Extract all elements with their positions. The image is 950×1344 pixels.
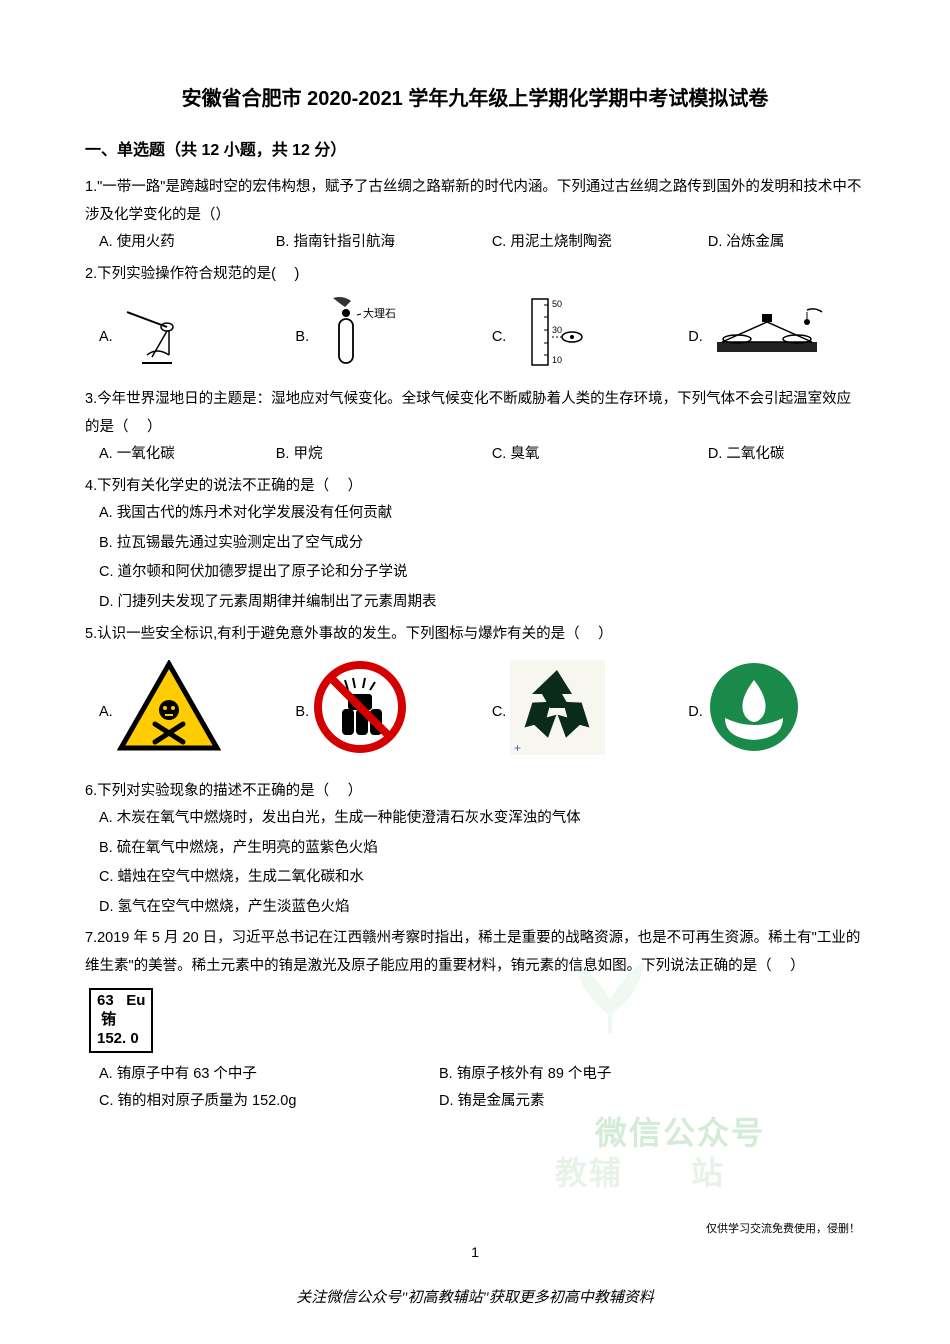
q7-options-row1: A. 铕原子中有 63 个中子 B. 铕原子核外有 89 个电子 (85, 1061, 865, 1089)
svg-text:30: 30 (552, 325, 562, 335)
svg-text:10: 10 (552, 355, 562, 365)
q2-option-c-label: C. (492, 324, 507, 352)
q6-option-d: D. 氢气在空气中燃烧，产生淡蓝色火焰 (99, 894, 865, 922)
q4-options: A. 我国古代的炼丹术对化学发展没有任何贡献 B. 拉瓦锡最先通过实验测定出了空… (85, 500, 865, 616)
q3-option-d: D. 二氧化碳 (708, 441, 865, 469)
q2-image-d (707, 302, 827, 373)
atomic-number: 63 (97, 992, 114, 1009)
svg-text:50: 50 (552, 299, 562, 309)
q7-option-c: C. 铕的相对原子质量为 152.0g (99, 1088, 439, 1116)
q5-water-icon (707, 660, 802, 766)
q3-option-b: B. 甲烷 (276, 441, 492, 469)
q6-option-c: C. 蜡烛在空气中燃烧，生成二氧化碳和水 (99, 864, 865, 892)
q5-no-fireworks-icon (313, 660, 408, 766)
svg-text:+: + (514, 741, 521, 755)
q3-stem: 3.今年世界湿地日的主题是：湿地应对气候变化。全球气候变化不断威胁着人类的生存环… (85, 386, 865, 441)
question-6: 6.下列对实验现象的描述不正确的是（ ） A. 木炭在氧气中燃烧时，发出白光，生… (85, 778, 865, 922)
q2-image-a (117, 297, 197, 378)
q1-options: A. 使用火药 B. 指南针指引航海 C. 用泥土烧制陶瓷 D. 冶炼金属 (85, 229, 865, 257)
q2-option-d-label: D. (688, 324, 703, 352)
q7-option-b: B. 铕原子核外有 89 个电子 (439, 1061, 779, 1089)
element-symbol: Eu (126, 992, 145, 1009)
question-3: 3.今年世界湿地日的主题是：湿地应对气候变化。全球气候变化不断威胁着人类的生存环… (85, 386, 865, 469)
q6-option-a: A. 木炭在氧气中燃烧时，发出白光，生成一种能使澄清石灰水变浑浊的气体 (99, 805, 865, 833)
question-1: 1."一带一路"是跨越时空的宏伟构想，赋予了古丝绸之路崭新的时代内涵。下列通过古… (85, 174, 865, 257)
q3-option-a: A. 一氧化碳 (99, 441, 276, 469)
atomic-mass: 152. 0 (97, 1030, 139, 1047)
q4-option-d: D. 门捷列夫发现了元素周期律并编制出了元素周期表 (99, 589, 865, 617)
q3-option-c: C. 臭氧 (492, 441, 708, 469)
q1-option-c: C. 用泥土烧制陶瓷 (492, 229, 708, 257)
q5-toxic-icon (117, 660, 222, 766)
q2-stem: 2.下列实验操作符合规范的是( ) (85, 261, 865, 289)
q2-options: A. B. 大理石 (85, 295, 865, 381)
question-4: 4.下列有关化学史的说法不正确的是（ ） A. 我国古代的炼丹术对化学发展没有任… (85, 473, 865, 617)
element-name: 铕 (101, 1011, 116, 1028)
q5-option-c-label: C. (492, 699, 507, 727)
section-heading: 一、单选题（共 12 小题，共 12 分） (85, 136, 865, 166)
q4-option-b: B. 拉瓦锡最先通过实验测定出了空气成分 (99, 530, 865, 558)
q5-option-d-label: D. (688, 699, 703, 727)
q5-option-b-label: B. (295, 699, 309, 727)
q7-stem: 7.2019 年 5 月 20 日，习近平总书记在江西赣州考察时指出，稀土是重要… (85, 925, 865, 980)
q5-options: A. B. (85, 660, 865, 766)
q1-option-d: D. 冶炼金属 (708, 229, 865, 257)
q6-options: A. 木炭在氧气中燃烧时，发出白光，生成一种能使澄清石灰水变浑浊的气体 B. 硫… (85, 805, 865, 921)
q7-options-row2: C. 铕的相对原子质量为 152.0g D. 铕是金属元素 (85, 1088, 865, 1116)
footer-text: 关注微信公众号"初高教辅站"获取更多初高中教辅资料 (296, 1284, 654, 1313)
q5-stem: 5.认识一些安全标识,有利于避免意外事故的发生。下列图标与爆炸有关的是（ ） (85, 621, 865, 649)
q2-option-b-label: B. (295, 324, 309, 352)
q7-option-d: D. 铕是金属元素 (439, 1088, 779, 1116)
q2-image-b: 大理石 (313, 295, 413, 381)
q4-option-a: A. 我国古代的炼丹术对化学发展没有任何贡献 (99, 500, 865, 528)
q6-stem: 6.下列对实验现象的描述不正确的是（ ） (85, 778, 865, 806)
q4-option-c: C. 道尔顿和阿伏加德罗提出了原子论和分子学说 (99, 559, 865, 587)
svg-text:大理石: 大理石 (363, 306, 396, 320)
exam-title: 安徽省合肥市 2020-2021 学年九年级上学期化学期中考试模拟试卷 (85, 80, 865, 118)
q6-option-b: B. 硫在氧气中燃烧，产生明亮的蓝紫色火焰 (99, 835, 865, 863)
q2-image-c: 50 30 10 (510, 295, 600, 381)
q7-option-a: A. 铕原子中有 63 个中子 (99, 1061, 439, 1089)
element-info-box: 63 Eu 铕 152. 0 (89, 988, 153, 1052)
page-number: 1 (471, 1239, 479, 1266)
q1-option-a: A. 使用火药 (99, 229, 276, 257)
q1-stem: 1."一带一路"是跨越时空的宏伟构想，赋予了古丝绸之路崭新的时代内涵。下列通过古… (85, 174, 865, 229)
q4-stem: 4.下列有关化学史的说法不正确的是（ ） (85, 473, 865, 501)
question-2: 2.下列实验操作符合规范的是( ) A. B. (85, 261, 865, 380)
q5-recycle-icon: + (510, 660, 605, 766)
question-5: 5.认识一些安全标识,有利于避免意外事故的发生。下列图标与爆炸有关的是（ ） A… (85, 621, 865, 766)
question-7: 7.2019 年 5 月 20 日，习近平总书记在江西赣州考察时指出，稀土是重要… (85, 925, 865, 1115)
q1-option-b: B. 指南针指引航海 (276, 229, 492, 257)
watermark-text-2: 教辅 站 (555, 1143, 725, 1204)
q2-option-a-label: A. (99, 324, 113, 352)
q3-options: A. 一氧化碳 B. 甲烷 C. 臭氧 D. 二氧化碳 (85, 441, 865, 469)
disclaimer-text: 仅供学习交流免费使用，侵删！ (706, 1219, 860, 1240)
q5-option-a-label: A. (99, 699, 113, 727)
